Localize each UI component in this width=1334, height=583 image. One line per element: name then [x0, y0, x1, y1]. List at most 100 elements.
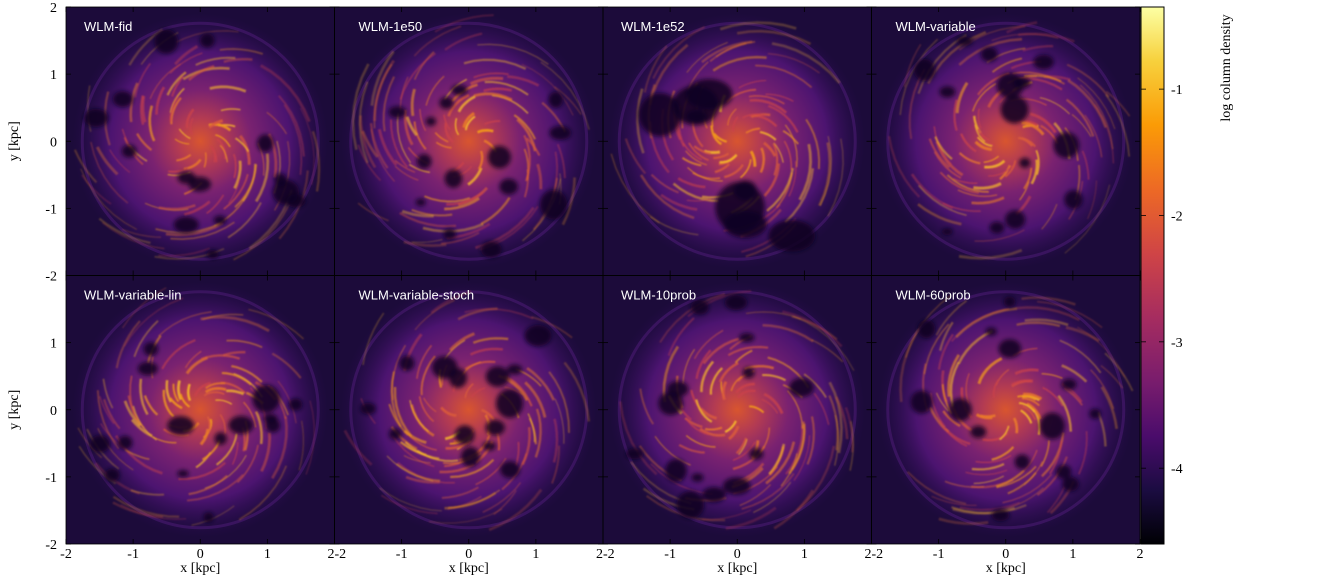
- filament: [1066, 63, 1110, 98]
- disk-glow: [72, 13, 329, 270]
- filament: [434, 132, 449, 143]
- x-tick-label: -1: [933, 547, 945, 562]
- void: [482, 441, 496, 451]
- filament: [906, 471, 967, 505]
- filament: [763, 392, 784, 415]
- filament: [685, 150, 707, 166]
- x-tick-label: 1: [1069, 547, 1076, 562]
- y-tick-label: 2: [50, 1, 57, 16]
- void: [690, 299, 709, 315]
- filament: [849, 421, 855, 471]
- filament: [835, 396, 849, 440]
- filament: [231, 365, 263, 383]
- filament: [1018, 402, 1036, 413]
- filament: [745, 127, 761, 134]
- filament: [556, 143, 566, 179]
- filament: [1037, 300, 1103, 329]
- filament: [482, 482, 522, 513]
- filament: [73, 149, 98, 184]
- filament: [741, 473, 795, 510]
- filament: [958, 37, 1023, 66]
- void: [117, 435, 133, 450]
- filament: [1022, 45, 1054, 52]
- filament: [1061, 364, 1088, 383]
- filament: [361, 130, 379, 158]
- disk-edge: [617, 21, 857, 261]
- filament: [709, 367, 724, 395]
- filament: [420, 355, 436, 396]
- filament: [299, 107, 315, 185]
- void: [263, 413, 278, 423]
- colorbar-ticks: -1 -2 -3 -4: [1141, 83, 1183, 477]
- filament: [1006, 21, 1038, 34]
- filament: [773, 142, 784, 163]
- filament: [472, 337, 509, 344]
- void: [1039, 412, 1065, 440]
- void: [691, 473, 704, 482]
- filament: [713, 132, 728, 143]
- filament: [685, 418, 710, 436]
- disk-edge: [80, 290, 320, 530]
- filament: [946, 174, 989, 193]
- filament: [996, 465, 1037, 489]
- filament: [470, 76, 504, 86]
- filament: [1023, 392, 1043, 401]
- filament: [660, 193, 698, 211]
- filament: [739, 159, 752, 179]
- filament: [749, 150, 757, 167]
- filament: [931, 495, 977, 507]
- void: [1089, 408, 1102, 420]
- filament: [1029, 112, 1057, 134]
- filament: [737, 389, 756, 399]
- filament: [215, 134, 231, 148]
- panel-grid: WLM-fid WLM-1e50 WLM-1e52 WLM-variable WLM-v…: [66, 7, 1140, 544]
- void: [485, 419, 505, 436]
- filament: [260, 432, 272, 472]
- filament: [148, 105, 156, 142]
- void: [415, 198, 426, 207]
- filament: [178, 461, 226, 481]
- filament: [158, 247, 211, 257]
- filament: [783, 140, 792, 170]
- filament: [1026, 402, 1042, 420]
- filament: [899, 38, 939, 116]
- filament: [738, 438, 748, 456]
- filament: [178, 128, 191, 139]
- filament: [343, 429, 373, 466]
- filament: [976, 136, 993, 147]
- filament: [165, 222, 224, 237]
- filament: [179, 393, 191, 408]
- filament: [169, 52, 203, 74]
- filament: [271, 416, 288, 479]
- voids: [89, 342, 303, 523]
- void: [506, 364, 523, 375]
- filament: [554, 398, 565, 444]
- filament: [1021, 397, 1040, 407]
- filament: [90, 141, 129, 204]
- filament: [784, 124, 798, 168]
- void: [548, 91, 564, 108]
- filament: [403, 455, 431, 464]
- filament: [977, 357, 1003, 385]
- x-axis-label: x [kpc]: [449, 561, 489, 576]
- filament: [939, 171, 980, 194]
- disk-edge: [349, 21, 589, 261]
- void: [948, 398, 972, 422]
- filament: [450, 458, 495, 479]
- filament: [735, 437, 747, 455]
- x-tick-label: -2: [872, 547, 884, 562]
- filament: [408, 163, 431, 174]
- filament: [727, 108, 737, 126]
- filament: [712, 55, 767, 72]
- filament: [195, 56, 236, 66]
- filament: [828, 381, 843, 454]
- filament: [1039, 97, 1070, 115]
- filament: [165, 380, 173, 403]
- filament: [134, 62, 151, 98]
- filament: [96, 390, 120, 450]
- filament: [112, 495, 180, 518]
- filament: [216, 138, 227, 160]
- filament: [957, 329, 994, 365]
- filament: [552, 418, 559, 463]
- void: [1003, 296, 1016, 308]
